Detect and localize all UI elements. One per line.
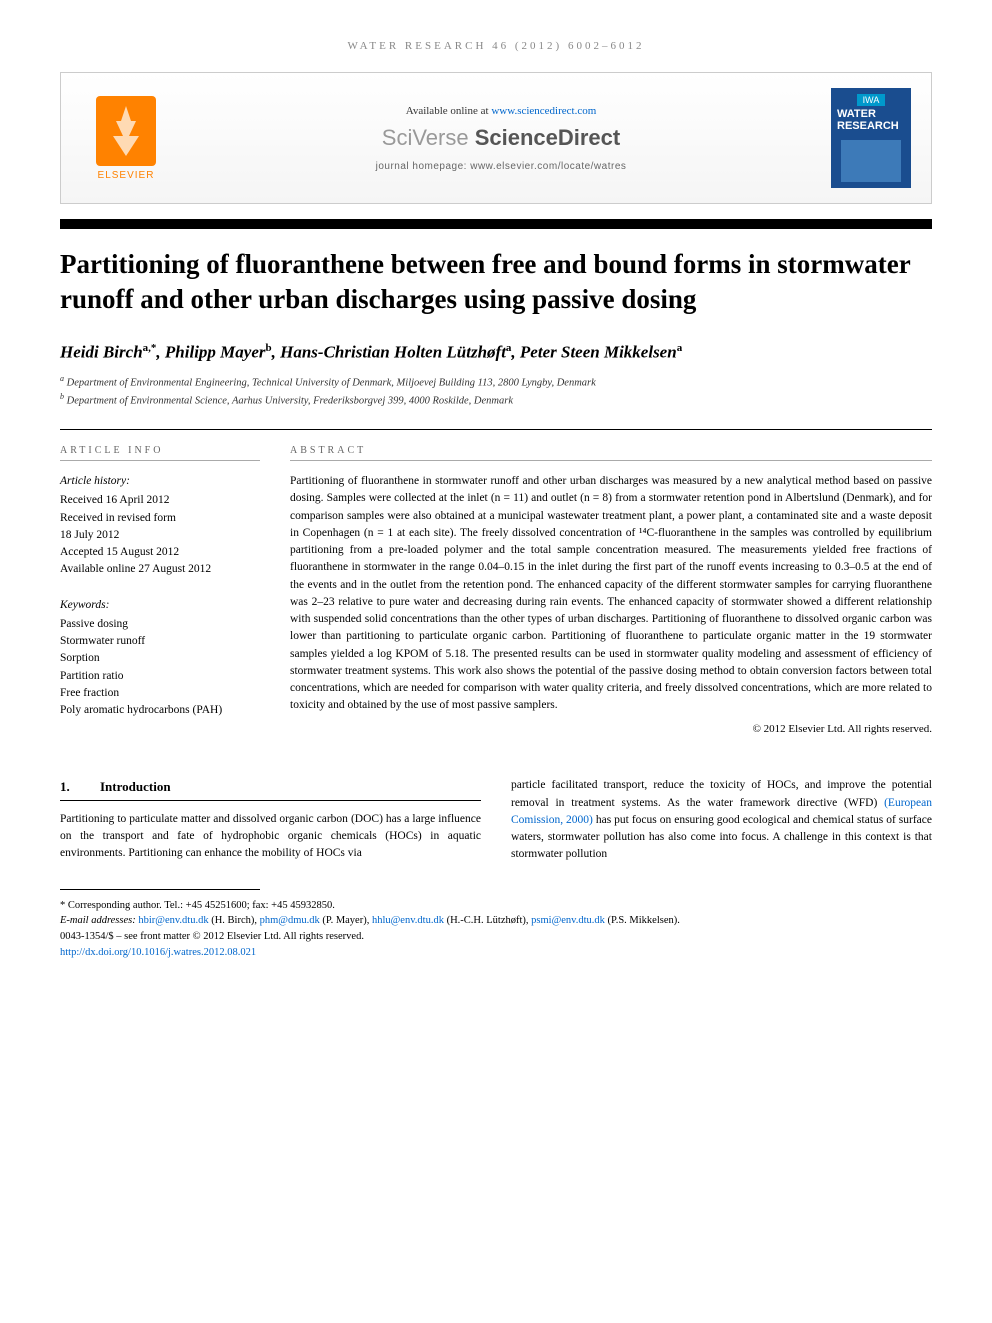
keyword: Partition ratio xyxy=(60,668,260,685)
abstract-copyright: © 2012 Elsevier Ltd. All rights reserved… xyxy=(290,723,932,735)
body-paragraph: Partitioning to particulate matter and d… xyxy=(60,811,481,863)
affiliation-a: a Department of Environmental Engineerin… xyxy=(60,373,932,391)
keywords-heading: Keywords: xyxy=(60,597,260,614)
email-name: (P. Mayer), xyxy=(320,915,372,926)
abstract-heading: ABSTRACT xyxy=(290,445,932,461)
author-list: Heidi Bircha,*, Philipp Mayerb, Hans-Chr… xyxy=(60,342,932,363)
issn-line: 0043-1354/$ – see front matter © 2012 El… xyxy=(60,929,932,945)
body-text: particle facilitated transport, reduce t… xyxy=(511,779,932,808)
keyword: Free fraction xyxy=(60,685,260,702)
received-date: Received 16 April 2012 xyxy=(60,492,260,509)
revised-date-line1: Received in revised form xyxy=(60,510,260,527)
footer-block: * Corresponding author. Tel.: +45 452516… xyxy=(60,898,932,961)
divider-bar xyxy=(60,219,932,229)
author-name: Hans-Christian Holten Lützhøft xyxy=(280,343,506,362)
affiliations: a Department of Environmental Engineerin… xyxy=(60,373,932,409)
author-name: Heidi Birch xyxy=(60,343,143,362)
running-head: WATER RESEARCH 46 (2012) 6002–6012 xyxy=(60,40,932,52)
keyword: Sorption xyxy=(60,650,260,667)
history-heading: Article history: xyxy=(60,473,260,490)
email-label: E-mail addresses: xyxy=(60,915,138,926)
revised-date-line2: 18 July 2012 xyxy=(60,527,260,544)
author-name: Philipp Mayer xyxy=(165,343,266,362)
section-heading-introduction: 1.Introduction xyxy=(60,777,481,801)
footer-separator xyxy=(60,889,260,890)
corresponding-author: * Corresponding author. Tel.: +45 452516… xyxy=(60,898,932,914)
affiliation-b: b Department of Environmental Science, A… xyxy=(60,391,932,409)
author-affil-marker: b xyxy=(266,342,272,354)
sciencedirect-link[interactable]: www.sciencedirect.com xyxy=(491,105,596,117)
email-name: (H.-C.H. Lützhøft), xyxy=(444,915,531,926)
author-affil-marker: a,* xyxy=(143,342,157,354)
available-online-text: Available online at www.sciencedirect.co… xyxy=(171,105,831,117)
affil-text: Department of Environmental Engineering,… xyxy=(67,377,596,388)
email-link[interactable]: psmi@env.dtu.dk xyxy=(531,915,605,926)
sciverse-text: SciVerse xyxy=(382,125,475,150)
affil-sup: b xyxy=(60,392,64,401)
info-abstract-row: ARTICLE INFO Article history: Received 1… xyxy=(60,429,932,737)
doi-link[interactable]: http://dx.doi.org/10.1016/j.watres.2012.… xyxy=(60,947,256,958)
keywords-block: Keywords: Passive dosing Stormwater runo… xyxy=(60,597,260,720)
keyword: Passive dosing xyxy=(60,616,260,633)
online-date: Available online 27 August 2012 xyxy=(60,561,260,578)
publisher-header: ELSEVIER Available online at www.science… xyxy=(60,72,932,204)
elsevier-logo: ELSEVIER xyxy=(81,88,171,188)
article-info-heading: ARTICLE INFO xyxy=(60,445,260,461)
email-name: (P.S. Mikkelsen). xyxy=(605,915,680,926)
iwa-badge: IWA xyxy=(857,94,886,106)
email-addresses: E-mail addresses: hbir@env.dtu.dk (H. Bi… xyxy=(60,913,932,929)
email-link[interactable]: hhlu@env.dtu.dk xyxy=(372,915,444,926)
keyword: Stormwater runoff xyxy=(60,633,260,650)
article-history: Article history: Received 16 April 2012 … xyxy=(60,473,260,579)
accepted-date: Accepted 15 August 2012 xyxy=(60,544,260,561)
body-columns: 1.Introduction Partitioning to particula… xyxy=(60,777,932,863)
cover-image-placeholder xyxy=(841,140,901,182)
affil-text: Department of Environmental Science, Aar… xyxy=(67,396,513,407)
body-column-right: particle facilitated transport, reduce t… xyxy=(511,777,932,863)
email-name: (H. Birch), xyxy=(209,915,260,926)
article-title: Partitioning of fluoranthene between fre… xyxy=(60,247,932,317)
keywords-list: Passive dosing Stormwater runoff Sorptio… xyxy=(60,616,260,720)
cover-title: WATER RESEARCH xyxy=(837,108,905,132)
header-center: Available online at www.sciencedirect.co… xyxy=(171,105,831,172)
elsevier-tree-icon xyxy=(96,96,156,166)
elsevier-name: ELSEVIER xyxy=(98,170,155,181)
body-column-left: 1.Introduction Partitioning to particula… xyxy=(60,777,481,863)
email-link[interactable]: phm@dmu.dk xyxy=(260,915,320,926)
sciverse-sciencedirect-logo: SciVerse ScienceDirect xyxy=(171,125,831,151)
email-link[interactable]: hbir@env.dtu.dk xyxy=(138,915,208,926)
article-info-sidebar: ARTICLE INFO Article history: Received 1… xyxy=(60,445,260,737)
abstract-text: Partitioning of fluoranthene in stormwat… xyxy=(290,473,932,715)
author-affil-marker: a xyxy=(506,342,512,354)
abstract-column: ABSTRACT Partitioning of fluoranthene in… xyxy=(290,445,932,737)
journal-cover-thumbnail: IWA WATER RESEARCH xyxy=(831,88,911,188)
affil-sup: a xyxy=(60,374,64,383)
section-number: 1. xyxy=(60,777,100,797)
body-paragraph: particle facilitated transport, reduce t… xyxy=(511,777,932,863)
journal-homepage: journal homepage: www.elsevier.com/locat… xyxy=(171,161,831,172)
available-prefix: Available online at xyxy=(406,105,492,117)
author-affil-marker: a xyxy=(677,342,683,354)
sciencedirect-text: ScienceDirect xyxy=(475,125,621,150)
author-name: Peter Steen Mikkelsen xyxy=(520,343,677,362)
keyword: Poly aromatic hydrocarbons (PAH) xyxy=(60,702,260,719)
section-title: Introduction xyxy=(100,779,171,794)
